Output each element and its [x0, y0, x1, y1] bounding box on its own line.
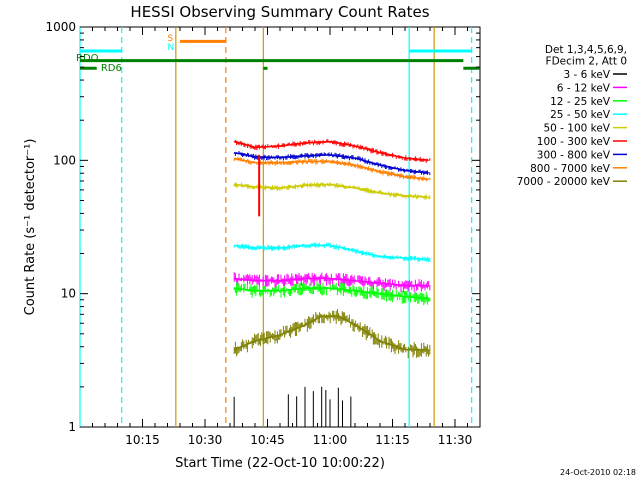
legend-entry-label: 300 - 800 keV: [537, 149, 611, 161]
series-core: [234, 244, 429, 261]
x-tick-label: 10:45: [250, 433, 285, 447]
x-tick-label: 10:30: [188, 433, 223, 447]
y-tick-label: 1: [68, 420, 76, 434]
y-axis-label: Count Rate (s⁻¹ detector⁻¹): [23, 139, 38, 316]
event-lines: [79, 27, 473, 427]
legend-entry-label: 25 - 50 keV: [550, 109, 611, 121]
x-axis-label: Start Time (22-Oct-10 10:00:22): [175, 456, 385, 471]
legend-header: FDecim 2, Att 0: [546, 56, 627, 68]
chart-title: HESSI Observing Summary Count Rates: [130, 3, 429, 21]
x-tick-label: 11:00: [313, 433, 348, 447]
series-group: [233, 139, 431, 427]
series-core: [234, 140, 429, 161]
x-tick-label: 10:15: [125, 433, 160, 447]
series-core: [233, 315, 429, 351]
legend: Det 1,3,4,5,6,9,FDecim 2, Att 03 - 6 keV…: [517, 44, 627, 188]
legend-entry-label: 6 - 12 keV: [557, 82, 611, 94]
flag-label: S: [168, 34, 174, 44]
flag-label: N: [168, 43, 175, 53]
legend-entry-label: 50 - 100 keV: [543, 123, 610, 135]
legend-entry-label: 800 - 7000 keV: [530, 163, 611, 175]
flag-label: RDO: [76, 53, 99, 64]
axes: 10:15 10:30 10:45 11:00 11:15 11:30 1 10 100 1000: [45, 20, 481, 447]
series-core: [234, 287, 429, 300]
series-core: [234, 151, 429, 174]
timestamp: 24-Oct-2010 02:18: [560, 468, 636, 477]
series-core: [234, 157, 429, 180]
legend-entry-label: 3 - 6 keV: [563, 69, 610, 81]
y-tick-label: 10: [61, 287, 76, 301]
series-core: [234, 277, 429, 287]
legend-header: Det 1,3,4,5,6,9,: [545, 44, 627, 56]
y-tick-label: 100: [53, 153, 76, 167]
legend-entry-label: 7000 - 20000 keV: [517, 176, 611, 188]
x-tick-label: 11:15: [375, 433, 410, 447]
x-tick-label: 11:30: [438, 433, 473, 447]
legend-entry-label: 12 - 25 keV: [550, 96, 611, 108]
series-core: [234, 183, 429, 198]
flag-label: RD6: [101, 63, 122, 74]
plot-frame: [79, 26, 481, 428]
legend-entry-label: 100 - 300 keV: [537, 136, 611, 148]
y-tick-label: 1000: [45, 20, 76, 34]
